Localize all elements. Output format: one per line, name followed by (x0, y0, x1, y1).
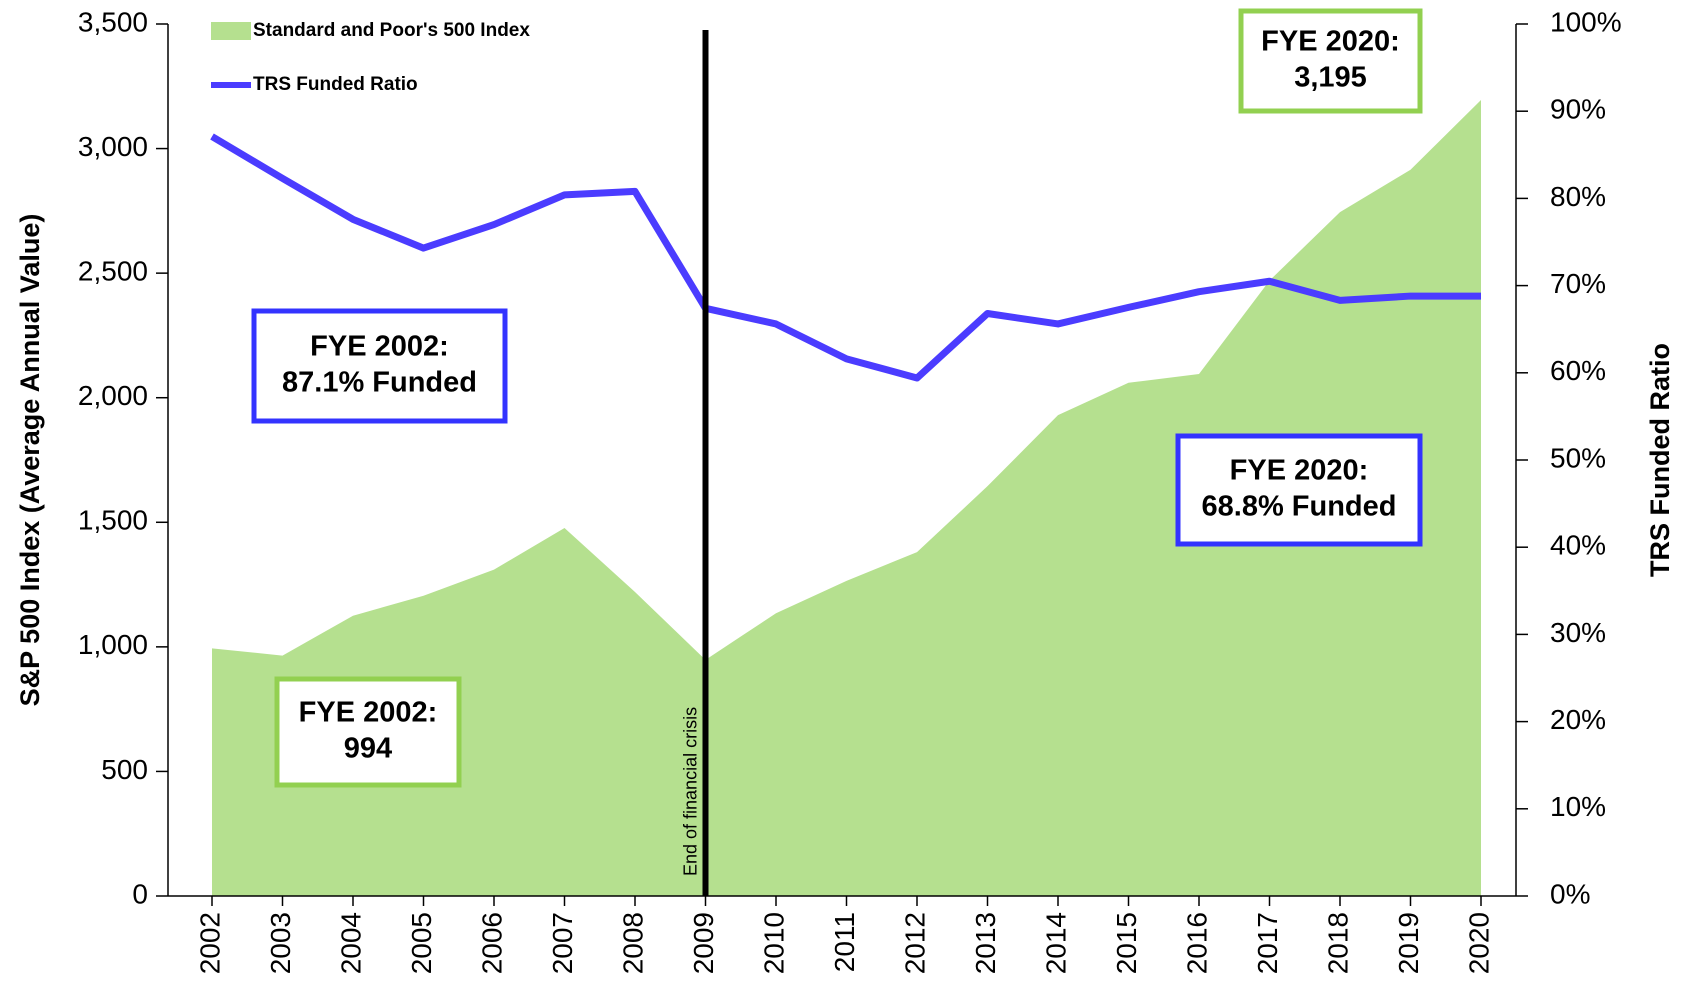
x-tick-label: 2011 (829, 912, 860, 972)
crisis-label: End of financial crisis (680, 707, 700, 876)
y-tick-label: 2,000 (78, 380, 148, 411)
x-tick-label: 2018 (1322, 912, 1353, 974)
x-tick-label: 2003 (265, 912, 296, 974)
y2-tick-label: 70% (1550, 268, 1606, 299)
annotation-text: FYE 2002: (310, 331, 449, 363)
annotation-box (274, 676, 462, 788)
x-tick-label: 2020 (1463, 912, 1494, 974)
y-tick-label: 1,000 (78, 629, 148, 660)
line (210, 133, 1481, 382)
y-tick-label: 500 (101, 754, 148, 785)
annotation-text: FYE 2020: (1261, 26, 1400, 58)
x-tick-label: 2014 (1040, 912, 1071, 974)
legend-swatch (211, 22, 251, 40)
annotation-box (1175, 433, 1423, 547)
x-tick-label: 2002 (194, 912, 225, 974)
y2-tick-label: 50% (1550, 442, 1606, 473)
y2-tick-label: 20% (1550, 704, 1606, 735)
legend-label: Standard and Poor's 500 Index (253, 20, 530, 41)
x-tick-label: 2005 (406, 912, 437, 974)
y2-axis-title: TRS Funded Ratio (1645, 343, 1675, 577)
x-tick-label: 2016 (1181, 912, 1212, 974)
annotation-box (1238, 8, 1423, 114)
y2-tick-label: 40% (1550, 530, 1606, 561)
y2-tick-label: 30% (1550, 617, 1606, 648)
x-tick-label: 2012 (899, 912, 930, 974)
annotation-text: 994 (344, 733, 392, 765)
x-tick-label: 2008 (617, 912, 648, 974)
y-tick-label: 0 (132, 878, 148, 909)
y2-tick-label: 90% (1550, 94, 1606, 125)
x-tick-label: 2004 (335, 912, 366, 974)
y2-tick-label: 100% (1550, 6, 1622, 37)
annotation-box (251, 308, 508, 424)
y-tick-label: 2,500 (78, 256, 148, 287)
x-tick-label: 2013 (970, 912, 1001, 974)
y2-tick-label: 60% (1550, 355, 1606, 386)
annotation-text: 87.1% Funded (282, 367, 477, 399)
x-tick-label: 2017 (1252, 912, 1283, 974)
annotation-text: 3,195 (1294, 62, 1367, 94)
x-tick-label: 2010 (758, 912, 789, 974)
y2-tick-label: 80% (1550, 181, 1606, 212)
y2-tick-label: 0% (1550, 878, 1590, 909)
x-tick-label: 2009 (688, 912, 719, 974)
y-axis-title: S&P 500 Index (Average Annual Value) (15, 214, 45, 707)
area (212, 99, 1481, 896)
y-tick-label: 3,000 (78, 131, 148, 162)
annotation-text: FYE 2020: (1230, 455, 1369, 487)
annotation-text: 68.8% Funded (1202, 491, 1397, 523)
x-tick-label: 2006 (476, 912, 507, 974)
x-tick-label: 2015 (1111, 912, 1142, 974)
annotation-text: FYE 2002: (299, 697, 438, 729)
x-tick-label: 2007 (547, 912, 578, 974)
x-tick-label: 2019 (1393, 912, 1424, 974)
legend-label: TRS Funded Ratio (253, 74, 418, 95)
y-tick-label: 3,500 (78, 6, 148, 37)
y-tick-label: 1,500 (78, 505, 148, 536)
y2-tick-label: 10% (1550, 791, 1606, 822)
